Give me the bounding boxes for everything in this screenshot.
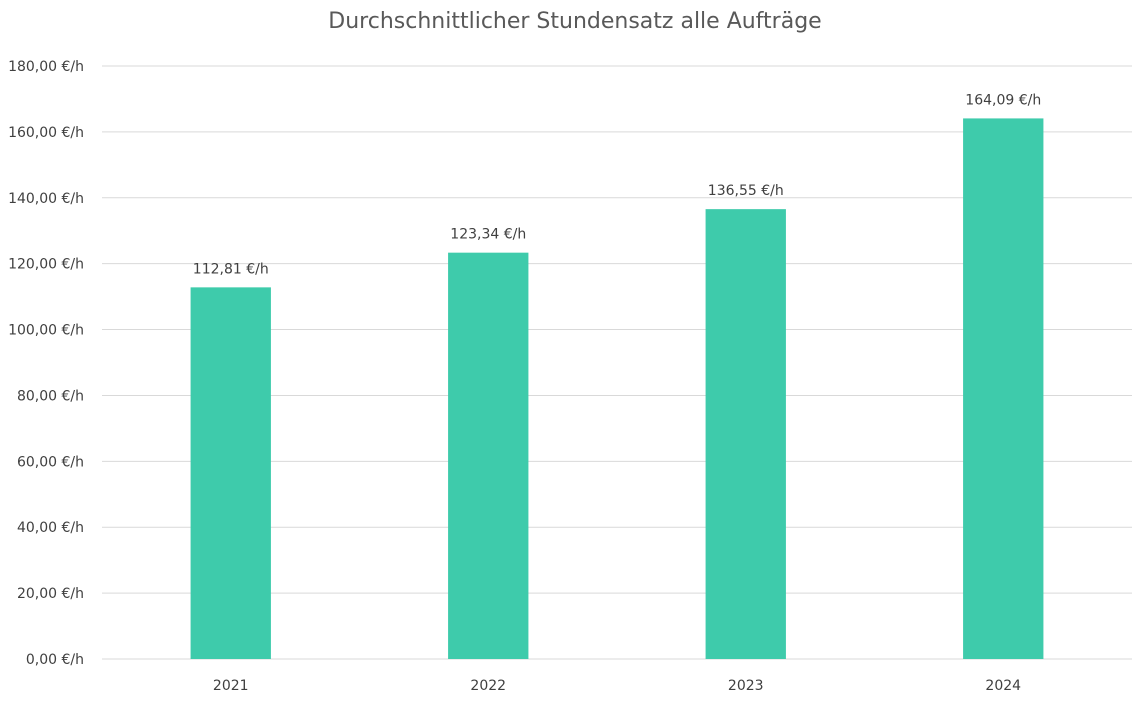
bars <box>190 118 1044 660</box>
y-axis-tick-labels: 0,00 €/h 20,00 €/h 40,00 €/h 60,00 €/h 80,00… <box>8 59 84 668</box>
bar-2022 <box>448 252 529 660</box>
bar-2021 <box>190 287 271 659</box>
data-labels: 112,81 €/h 123,34 €/h 136,55 €/h 164,09 €/h <box>193 92 1041 277</box>
gridlines <box>102 65 1132 660</box>
data-label-2024: 164,09 €/h <box>965 92 1041 108</box>
data-label-2023: 136,55 €/h <box>708 183 784 199</box>
y-tick-label: 0,00 €/h <box>26 652 84 668</box>
x-tick-label-2021: 2021 <box>213 678 249 694</box>
data-label-2021: 112,81 €/h <box>193 261 269 277</box>
y-tick-label: 60,00 €/h <box>17 454 84 470</box>
y-tick-label: 120,00 €/h <box>8 257 84 273</box>
bar-2023 <box>705 209 786 659</box>
y-tick-label: 160,00 €/h <box>8 125 84 141</box>
y-tick-label: 180,00 €/h <box>8 59 84 75</box>
x-tick-label-2023: 2023 <box>728 678 764 694</box>
y-tick-label: 140,00 €/h <box>8 191 84 207</box>
chart-title: Durchschnittlicher Stundensatz alle Auft… <box>328 9 821 34</box>
y-tick-label: 40,00 €/h <box>17 520 84 536</box>
y-tick-label: 80,00 €/h <box>17 388 84 404</box>
data-label-2022: 123,34 €/h <box>450 227 526 243</box>
x-tick-label-2022: 2022 <box>470 678 506 694</box>
x-tick-label-2024: 2024 <box>985 678 1021 694</box>
y-tick-label: 20,00 €/h <box>17 586 84 602</box>
bar-2024 <box>963 118 1044 659</box>
x-axis-tick-labels: 2021 2022 2023 2024 <box>213 678 1021 694</box>
y-tick-label: 100,00 €/h <box>8 323 84 339</box>
